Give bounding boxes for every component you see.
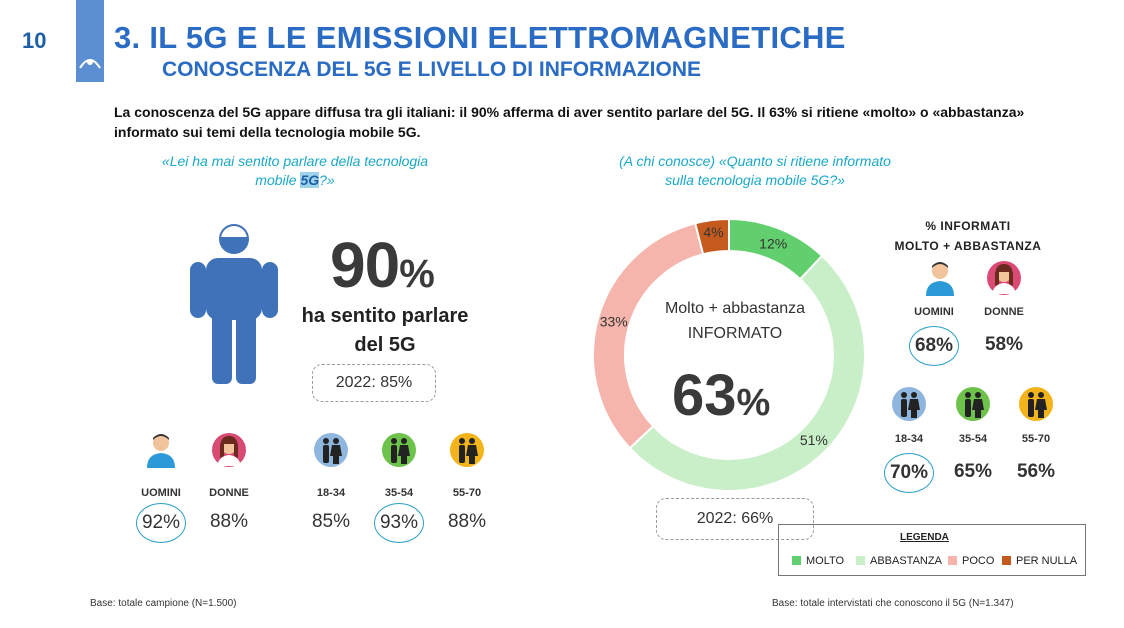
right-value-35-54: 65%: [953, 461, 993, 482]
heard-caption-line1: ha sentito parlare: [301, 305, 469, 327]
right-question-line1: (A chi conosce) «Quanto si ritiene infor…: [619, 153, 891, 169]
legend-swatch-abbastanza: [856, 556, 865, 565]
right-label-uomini: UOMINI: [914, 306, 954, 318]
chart-legend: [778, 524, 1086, 576]
left-question-line1: «Lei ha mai sentito parlare della tecnol…: [161, 153, 429, 169]
left-label-donne: DONNE: [209, 487, 249, 499]
left-value-35-54: 93%: [374, 503, 424, 543]
informed-percent-sign: %: [736, 382, 771, 424]
man-icon: [926, 262, 954, 296]
right-label-55-70: 55-70: [1021, 433, 1051, 445]
left-label-35-54: 35-54: [384, 487, 414, 499]
right-label-18-34: 18-34: [894, 433, 924, 445]
donut-center-line2: INFORMATO: [687, 325, 783, 342]
young-couple-icon: [892, 387, 926, 421]
right-question-line2: sulla tecnologia mobile 5G?»: [665, 172, 845, 188]
legend-item-per-nulla: PER NULLA: [1002, 555, 1077, 567]
right-base-note: Base: totale intervistati che conoscono …: [772, 598, 1014, 609]
slice-per-nulla: [693, 217, 730, 256]
slice-label-abbastanza: 51%: [800, 432, 828, 448]
right-label-donne: DONNE: [984, 306, 1024, 318]
legend-label-per-nulla: PER NULLA: [1016, 555, 1078, 567]
left-base-note: Base: totale campione (N=1.500): [90, 598, 237, 609]
adult-couple-icon: [956, 387, 990, 421]
legend-label-poco: POCO: [962, 555, 995, 567]
left-label-55-70: 55-70: [452, 487, 482, 499]
legend-label-molto: MOLTO: [806, 555, 845, 567]
right-value-uomini: 68%: [909, 326, 959, 366]
heard-caption: ha sentito parlare del 5G: [280, 302, 490, 360]
informed-groups-title-line1: % INFORMATI: [925, 219, 1011, 233]
left-prev-year-box: 2022: 85%: [312, 364, 436, 402]
right-value-18-34: 70%: [884, 453, 934, 493]
young-couple-icon: [314, 433, 348, 467]
legend-swatch-molto: [792, 556, 801, 565]
right-prev-year-box: 2022: 66%: [656, 498, 814, 540]
heard-caption-line2: del 5G: [354, 334, 416, 356]
informed-number: 63: [672, 363, 737, 428]
right-question: (A chi conosce) «Quanto si ritiene infor…: [610, 152, 900, 190]
heard-percent-sign: %: [399, 252, 435, 296]
left-question: «Lei ha mai sentito parlare della tecnol…: [140, 152, 450, 190]
legend-swatch-per-nulla: [1002, 556, 1011, 565]
left-question-end: ?»: [319, 172, 335, 188]
heard-percentage: 90%: [330, 228, 435, 302]
heard-number: 90: [330, 229, 400, 301]
woman-icon: [987, 261, 1021, 295]
wave-logo-icon: [79, 59, 101, 69]
legend-item-molto: MOLTO: [792, 555, 844, 567]
right-value-donne: 58%: [984, 334, 1024, 355]
left-question-highlight: 5G: [300, 172, 320, 188]
brand-logo: [76, 0, 104, 82]
man-icon: [147, 434, 175, 468]
donut-center-line1: Molto + abbastanza: [664, 300, 806, 317]
slice-abbastanza: [628, 254, 866, 492]
slice-label-poco: 33%: [600, 314, 628, 330]
left-value-uomini: 92%: [136, 503, 186, 543]
left-question-line2: mobile: [255, 172, 301, 188]
senior-couple-icon: [1019, 387, 1053, 421]
intro-text: La conoscenza del 5G appare diffusa tra …: [114, 104, 1025, 140]
informed-groups-title-line2: MOLTO + ABBASTANZA: [894, 239, 1042, 253]
page-number: 10: [22, 28, 47, 53]
legend-label-abbastanza: ABBASTANZA: [870, 555, 942, 567]
informed-donut-chart: 12% 51% 33% 4%: [592, 217, 866, 492]
left-label-18-34: 18-34: [316, 487, 346, 499]
left-label-uomini: UOMINI: [141, 487, 181, 499]
legend-item-abbastanza: ABBASTANZA: [856, 555, 942, 567]
slice-label-per-nulla: 4%: [703, 224, 723, 240]
slice-label-molto: 12%: [759, 235, 787, 251]
senior-couple-icon: [450, 433, 484, 467]
left-value-donne: 88%: [209, 511, 249, 532]
informed-percentage: 63%: [672, 362, 770, 429]
left-value-55-70: 88%: [447, 511, 487, 532]
right-value-55-70: 56%: [1016, 461, 1056, 482]
right-label-35-54: 35-54: [958, 433, 988, 445]
woman-icon: [212, 433, 246, 467]
page-subtitle: CONOSCENZA DEL 5G E LIVELLO DI INFORMAZI…: [162, 58, 702, 81]
informed-groups-title: % INFORMATI MOLTO + ABBASTANZA: [868, 216, 1068, 256]
person-fill-icon: [190, 224, 278, 384]
donut-center-label: Molto + abbastanza INFORMATO: [640, 296, 830, 346]
legend-title: LEGENDA: [900, 532, 949, 543]
legend-swatch-poco: [948, 556, 957, 565]
adult-couple-icon: [382, 433, 416, 467]
legend-item-poco: POCO: [948, 555, 994, 567]
left-value-18-34: 85%: [311, 511, 351, 532]
page-title: 3. IL 5G E LE EMISSIONI ELETTROMAGNETICH…: [114, 20, 846, 55]
